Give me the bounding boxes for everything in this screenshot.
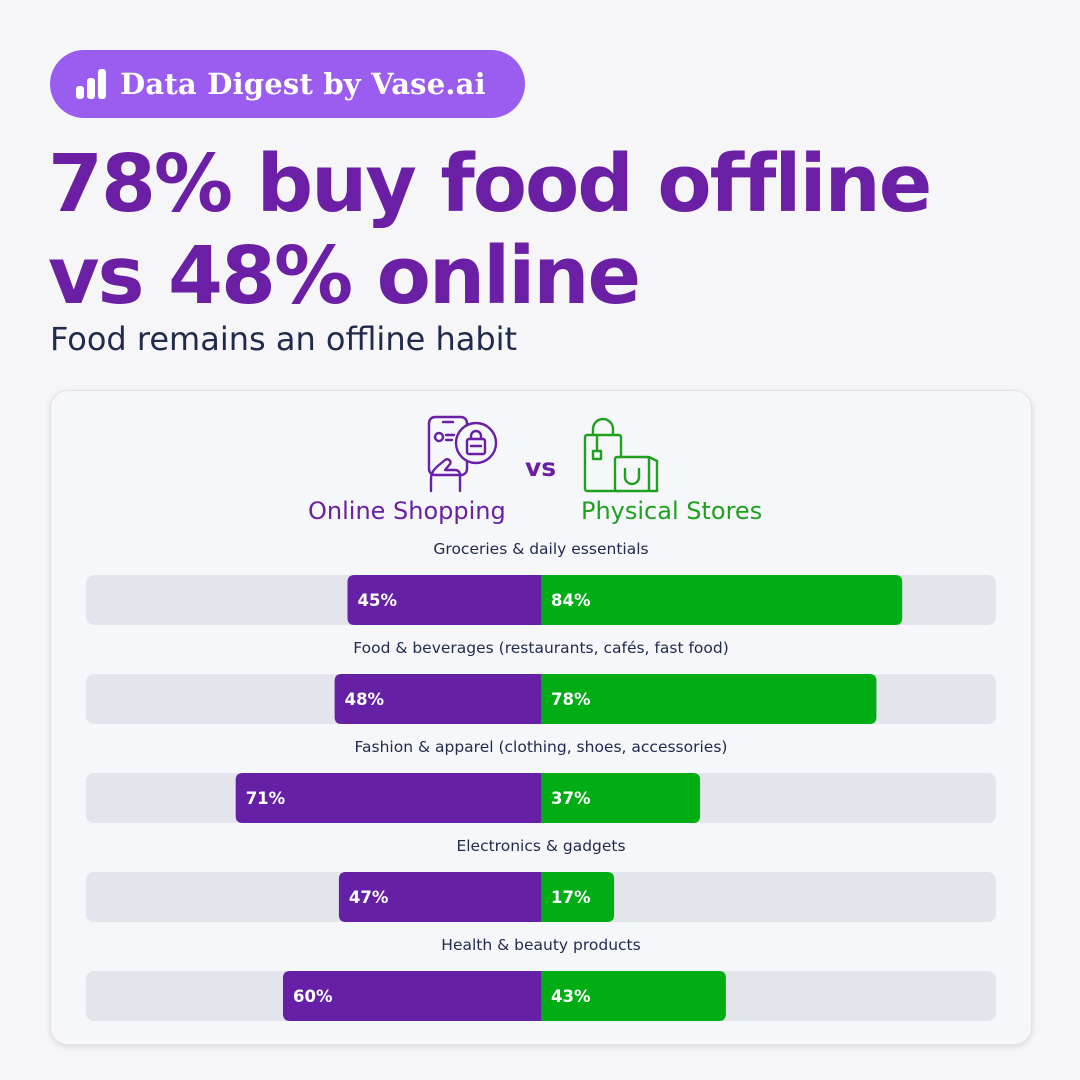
legend-online-label: Online Shopping [308, 497, 506, 525]
legend-physical-label: Physical Stores [581, 497, 763, 525]
online-bar [347, 575, 541, 625]
online-value-label: 45% [358, 591, 398, 610]
category-label: Fashion & apparel (clothing, shoes, acce… [355, 738, 728, 756]
brand-badge: Data Digest by Vase.ai [50, 50, 525, 118]
online-value-label: 48% [345, 690, 385, 709]
badge-text: Data Digest by Vase.ai [120, 67, 486, 101]
headline-line-2: vs 48% online [48, 230, 641, 322]
physical-bar [541, 872, 615, 922]
online-bar [338, 872, 541, 922]
headline-line-1: 78% buy food offline [48, 138, 932, 230]
online-bar [283, 971, 541, 1021]
subtitle: Food remains an offline habit [50, 320, 518, 358]
physical-value-label: 43% [551, 987, 591, 1006]
category-label: Food & beverages (restaurants, cafés, fa… [353, 639, 729, 657]
shopping-bags-icon [579, 417, 661, 497]
smartphone-shopping-icon [419, 413, 501, 499]
diverging-bar-chart: Groceries & daily essentials 45% 84% Food &… [86, 540, 996, 1021]
online-value-label: 71% [246, 789, 286, 808]
physical-value-label: 17% [551, 888, 591, 907]
physical-value-label: 37% [551, 789, 591, 808]
online-bar [334, 674, 541, 724]
category-label: Electronics & gadgets [456, 837, 625, 855]
physical-value-label: 78% [551, 690, 591, 709]
physical-bar [541, 773, 701, 823]
physical-bar [541, 575, 903, 625]
bar-chart-icon [74, 67, 108, 101]
online-bar [235, 773, 541, 823]
online-value-label: 47% [349, 888, 389, 907]
category-label: Health & beauty products [441, 936, 640, 954]
headline: 78% buy food offline vs 48% online [48, 138, 1048, 322]
physical-value-label: 84% [551, 591, 591, 610]
category-label: Groceries & daily essentials [433, 540, 648, 558]
physical-bar [541, 674, 877, 724]
online-value-label: 60% [293, 987, 333, 1006]
chart-card: vs Online Shopping Physical Stores Groce… [50, 390, 1032, 1045]
legend-vs: vs [525, 453, 557, 482]
physical-bar [541, 971, 726, 1021]
